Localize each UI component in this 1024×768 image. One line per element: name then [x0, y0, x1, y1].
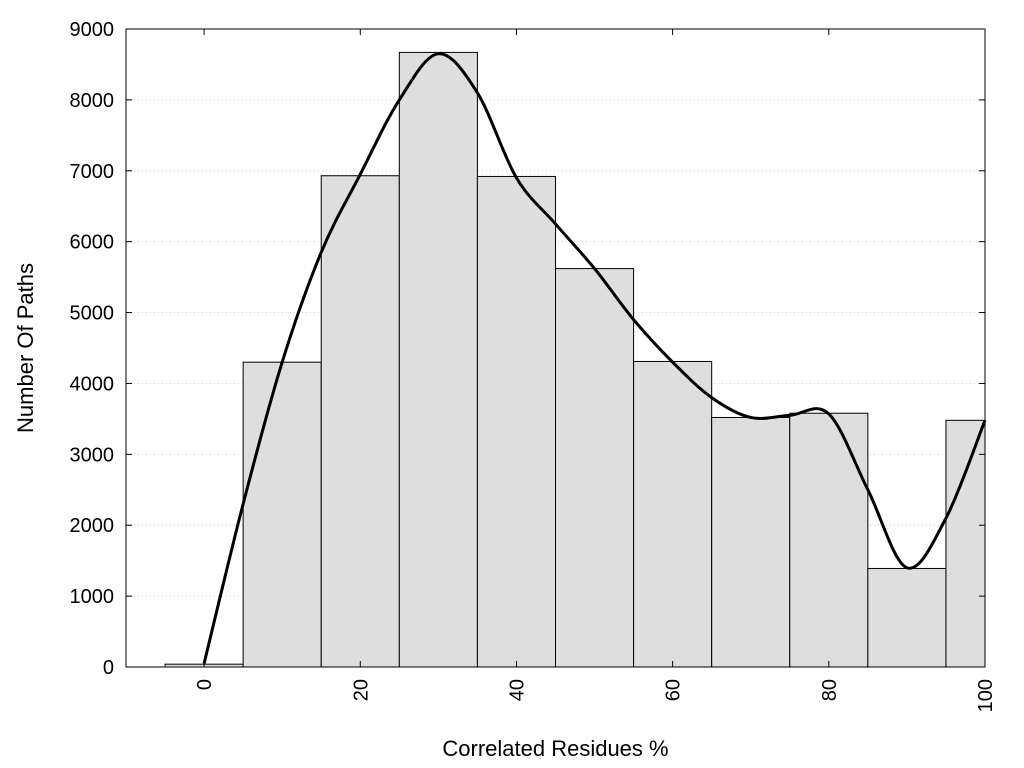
y-tick-label: 2000 [70, 515, 115, 537]
x-axis-label: Correlated Residues % [442, 736, 668, 761]
x-tick-label: 60 [663, 679, 685, 701]
y-tick-label: 7000 [70, 161, 115, 183]
y-tick-label: 3000 [70, 444, 115, 466]
y-tick-label: 8000 [70, 90, 115, 112]
density-curve [202, 52, 987, 664]
x-tick-label: 100 [975, 679, 997, 712]
x-axis-ticks: 0 20 40 60 80 100 [194, 29, 997, 712]
x-tick-label: 0 [194, 679, 216, 690]
x-tick-label: 80 [819, 679, 841, 701]
y-tick-label: 1000 [70, 586, 115, 608]
y-tick-label: 6000 [70, 232, 115, 254]
y-tick-label: 4000 [70, 373, 115, 395]
histogram-bar [242, 361, 322, 668]
histogram-bar [398, 51, 478, 668]
y-tick-label: 9000 [70, 19, 115, 41]
histogram-bar [711, 416, 791, 668]
histogram-bar [945, 419, 986, 668]
histogram-bar [789, 412, 869, 668]
x-tick-label: 40 [506, 679, 528, 701]
plot-frame [125, 28, 986, 668]
histogram-bar [320, 175, 400, 668]
y-tick-label: 5000 [70, 303, 115, 325]
bars [164, 51, 986, 668]
density-curve-layer [202, 52, 987, 664]
histogram-bar [633, 360, 713, 668]
histogram-bar [555, 268, 635, 668]
histogram-bar [867, 567, 947, 668]
histogram-bar [476, 175, 556, 668]
y-axis-label: Number Of Paths [13, 263, 38, 433]
y-tick-label: 0 [103, 657, 114, 679]
x-tick-label: 20 [350, 679, 372, 701]
y-axis-ticks: 0 1000 2000 3000 4000 5000 6000 7000 8000 9000 [70, 19, 985, 679]
